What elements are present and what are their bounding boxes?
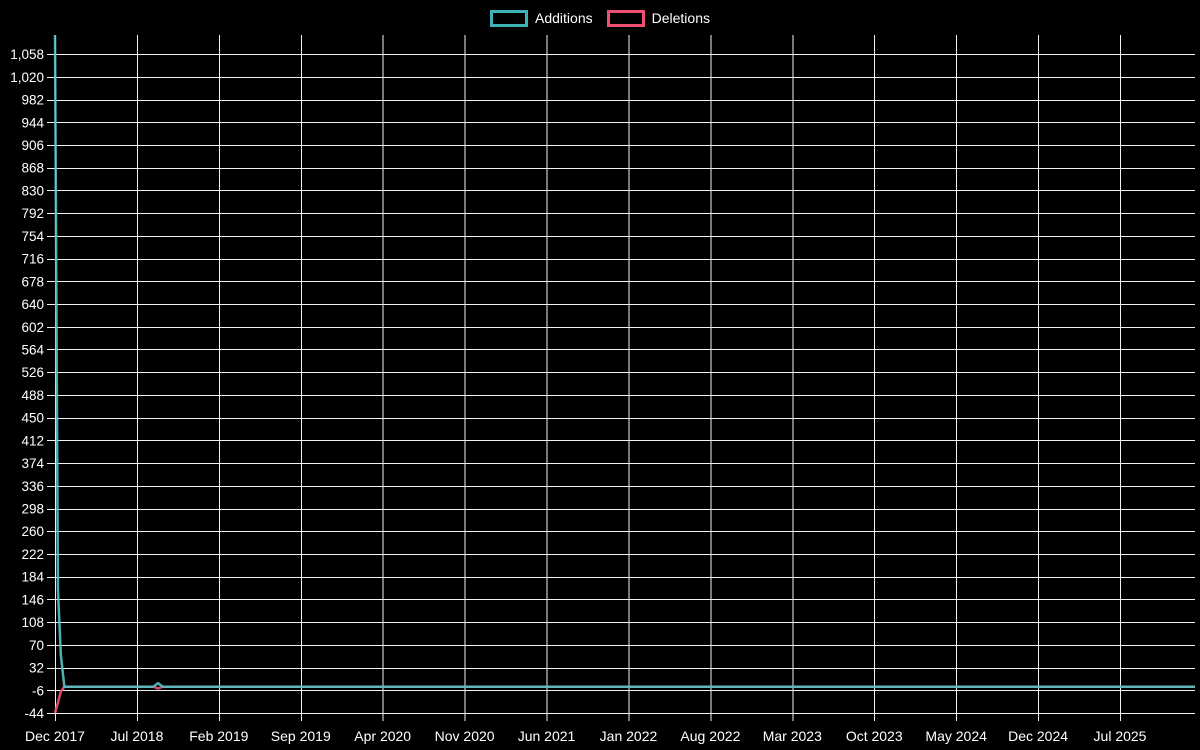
- x-axis-tick-label: May 2024: [925, 728, 987, 744]
- y-axis-tick-label: 222: [21, 547, 44, 562]
- y-axis-tick-label: 412: [21, 433, 44, 448]
- y-axis-tick-label: 1,058: [10, 47, 44, 62]
- deletions-swatch-icon: [606, 9, 645, 27]
- y-axis-tick-label: 336: [21, 479, 44, 494]
- y-axis-tick-label: 716: [21, 252, 44, 267]
- legend-item-additions[interactable]: Additions: [490, 8, 593, 28]
- y-axis-tick-label: 32: [29, 661, 44, 676]
- y-axis-tick-label: 526: [21, 365, 44, 380]
- y-axis-tick-label: 830: [21, 183, 44, 198]
- y-axis-tick-label: 602: [21, 320, 44, 335]
- y-axis-tick-label: -44: [24, 706, 44, 721]
- x-axis-tick-label: Dec 2017: [25, 728, 85, 744]
- y-axis-tick-label: 108: [21, 615, 44, 630]
- y-axis-tick-label: 488: [21, 388, 44, 403]
- x-axis-tick-label: Sep 2019: [271, 728, 331, 744]
- legend-label-additions: Additions: [535, 10, 593, 26]
- x-axis-tick-label: Feb 2019: [189, 728, 248, 744]
- y-axis-tick-label: -6: [32, 683, 44, 698]
- additions-swatch-icon: [490, 9, 529, 27]
- x-axis-tick-label: Jul 2018: [110, 728, 163, 744]
- x-axis-tick-label: Mar 2023: [763, 728, 822, 744]
- x-axis-tick-label: Apr 2020: [354, 728, 411, 744]
- x-axis-tick-label: Dec 2024: [1008, 728, 1068, 744]
- y-axis-tick-label: 1,020: [10, 70, 44, 85]
- y-axis-tick-label: 678: [21, 274, 44, 289]
- series-line-additions: [53, 34, 1195, 688]
- chart-legend: Additions Deletions: [0, 8, 1200, 28]
- x-axis-tick-label: Jan 2022: [600, 728, 658, 744]
- y-axis-tick-label: 298: [21, 502, 44, 517]
- x-axis-tick-label: Oct 2023: [846, 728, 903, 744]
- x-axis-tick-label: Jul 2025: [1094, 728, 1147, 744]
- y-axis-tick-label: 906: [21, 138, 44, 153]
- y-axis-tick-label: 450: [21, 411, 44, 426]
- y-axis-tick-label: 982: [21, 93, 44, 108]
- x-axis-tick-label: Aug 2022: [680, 728, 740, 744]
- y-axis-tick-label: 944: [21, 115, 44, 130]
- legend-label-deletions: Deletions: [651, 10, 710, 26]
- y-axis-tick-label: 564: [21, 342, 44, 357]
- x-axis-tick-label: Nov 2020: [435, 728, 495, 744]
- x-axis-tick-label: Jun 2021: [518, 728, 576, 744]
- y-axis-tick-label: 70: [29, 638, 44, 653]
- legend-item-deletions[interactable]: Deletions: [606, 8, 710, 28]
- y-axis-tick-label: 260: [21, 524, 44, 539]
- y-axis-tick-label: 184: [21, 570, 44, 585]
- y-axis-tick-label: 754: [21, 229, 44, 244]
- y-axis-tick-label: 640: [21, 297, 44, 312]
- y-axis-tick-label: 146: [21, 592, 44, 607]
- y-axis-tick-label: 374: [21, 456, 44, 471]
- y-axis-tick-label: 868: [21, 161, 44, 176]
- y-axis-tick-label: 792: [21, 206, 44, 221]
